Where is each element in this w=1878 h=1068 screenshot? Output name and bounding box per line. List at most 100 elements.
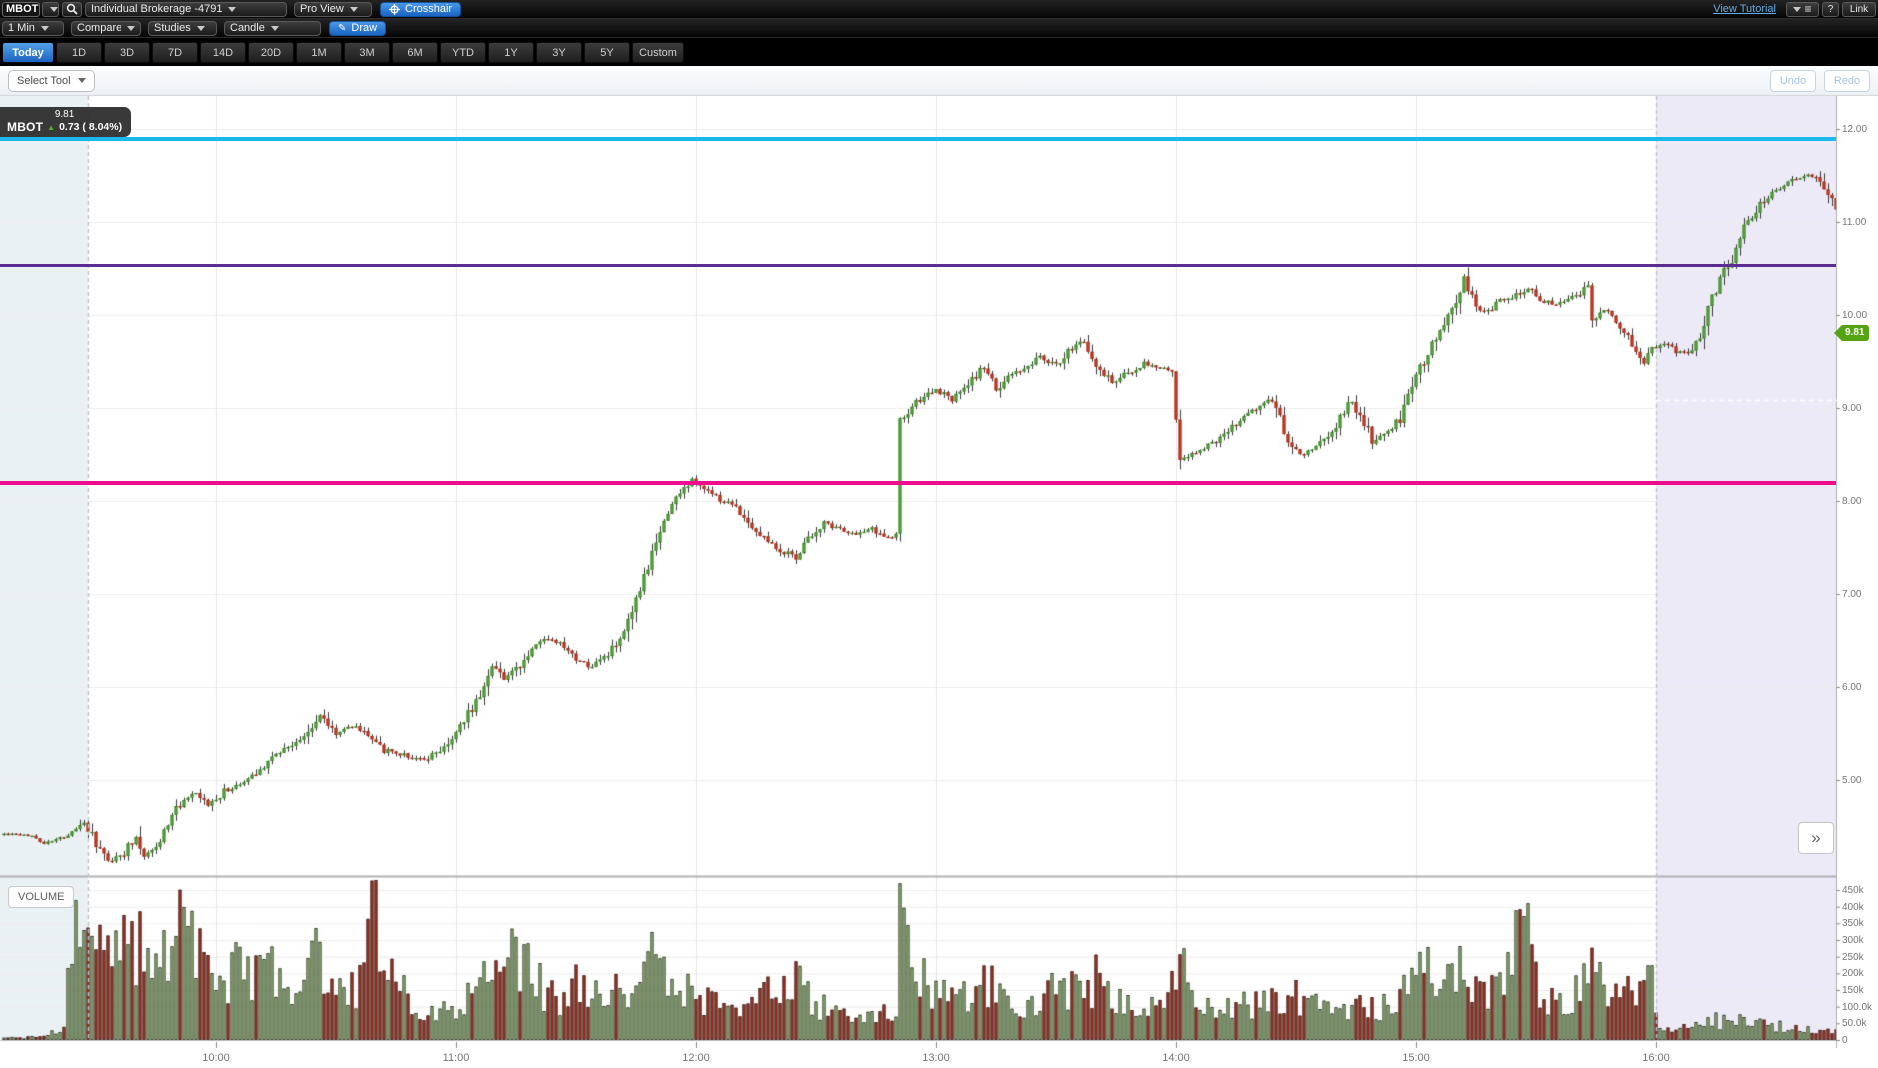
view-tutorial-link[interactable]: View Tutorial <box>1713 3 1776 15</box>
chevron-down-icon <box>228 6 237 12</box>
chart-toolbar: 1 Min Compare Studies Candle ✎ Draw <box>0 19 1878 38</box>
chart-type-dropdown[interactable]: Candle <box>224 20 321 36</box>
volume-axis-label: 300k <box>1842 935 1864 946</box>
undo-button[interactable]: Undo <box>1770 69 1816 92</box>
range-tab-20d[interactable]: 20D <box>248 42 294 63</box>
range-tab-14d[interactable]: 14D <box>200 42 246 63</box>
account-dropdown-value: Individual Brokerage -4791 <box>91 3 223 15</box>
time-axis-label: 13:00 <box>922 1052 950 1064</box>
volume-axis-label: 0 <box>1842 1035 1848 1046</box>
volume-axis-label: 50.0k <box>1842 1018 1867 1030</box>
interval-value: 1 Min <box>8 22 35 34</box>
crosshair-icon <box>389 3 400 15</box>
range-tab-3y[interactable]: 3Y <box>536 42 582 63</box>
search-button[interactable] <box>62 1 82 17</box>
crosshair-button[interactable]: Crosshair <box>380 1 462 17</box>
time-axis-label: 12:00 <box>682 1052 710 1064</box>
time-axis-label: 11:00 <box>442 1052 470 1064</box>
drawn-line-cyan[interactable] <box>0 137 1836 142</box>
compare-label: Compare <box>77 22 121 34</box>
chevron-down-icon <box>196 25 205 31</box>
crosshair-button-label: Crosshair <box>405 3 453 15</box>
chevron-down-icon <box>50 6 58 12</box>
help-button-label: ? <box>1827 3 1834 15</box>
quote-change-pct: ( 8.04%) <box>82 121 123 133</box>
quote-symbol: MBOT <box>7 120 44 134</box>
quote-change: 0.73 <box>59 121 80 133</box>
price-axis-label: 7.00 <box>1842 589 1862 600</box>
volume-axis-label: 450k <box>1842 885 1864 896</box>
redo-button[interactable]: Redo <box>1824 69 1870 92</box>
quote-last-price: 9.81 <box>54 109 75 120</box>
account-dropdown[interactable]: Individual Brokerage -4791 <box>85 1 287 17</box>
range-tab-today[interactable]: Today <box>2 42 54 63</box>
studies-label: Studies <box>154 22 191 34</box>
select-tool-label: Select Tool <box>17 74 71 87</box>
range-tab-7d[interactable]: 7D <box>152 42 198 63</box>
range-tab-3d[interactable]: 3D <box>104 42 150 63</box>
range-tab-6m[interactable]: 6M <box>392 42 438 63</box>
chart-area: 9.81 MBOT ▲ 0.73 ( 8.04%) 9.81 VOLUME » … <box>0 96 1878 1068</box>
symbol-input-value: MBOT <box>6 3 39 15</box>
volume-axis-label: 350k <box>1842 918 1864 930</box>
volume-axis-label: 200k <box>1842 968 1864 980</box>
undo-label: Undo <box>1779 74 1807 87</box>
draw-button[interactable]: ✎ Draw <box>329 20 387 36</box>
price-chart-canvas[interactable] <box>0 96 1878 1068</box>
hamburger-icon: ≡ <box>1804 1 1812 16</box>
view-mode-value: Pro View <box>300 3 344 15</box>
menu-button[interactable]: ≡ <box>1786 1 1819 17</box>
range-tab-1d[interactable]: 1D <box>56 42 102 63</box>
chevron-down-icon <box>40 25 49 31</box>
range-tab-1m[interactable]: 1M <box>296 42 342 63</box>
price-axis-label: 5.00 <box>1842 775 1862 786</box>
expand-panel-button[interactable]: » <box>1798 822 1834 854</box>
chevron-down-icon <box>270 25 279 31</box>
link-button-label: Link <box>1849 3 1869 15</box>
symbol-dropdown-button[interactable] <box>42 1 59 17</box>
chevron-down-icon <box>349 6 358 12</box>
redo-label: Redo <box>1833 74 1861 87</box>
search-icon <box>66 3 78 15</box>
up-arrow-icon: ▲ <box>47 122 56 132</box>
draw-button-label: Draw <box>351 22 378 34</box>
range-tab-5y[interactable]: 5Y <box>584 42 630 63</box>
price-axis-label: 6.00 <box>1842 682 1862 693</box>
volume-axis-label: 250k <box>1842 951 1864 963</box>
volume-panel-label[interactable]: VOLUME <box>8 886 75 908</box>
price-axis-label: 11.00 <box>1842 217 1867 228</box>
studies-dropdown[interactable]: Studies <box>148 20 217 36</box>
interval-dropdown[interactable]: 1 Min <box>2 20 64 36</box>
time-axis-label: 15:00 <box>1402 1052 1430 1064</box>
volume-axis-label: 100.0k <box>1842 1001 1873 1013</box>
help-button[interactable]: ? <box>1822 1 1839 17</box>
chevron-down-icon <box>77 78 86 83</box>
price-axis-label: 10.00 <box>1842 310 1868 321</box>
range-tab-1y[interactable]: 1Y <box>488 42 534 63</box>
last-price-badge: 9.81 <box>1833 324 1870 341</box>
price-axis-label: 8.00 <box>1842 496 1862 507</box>
price-axis-label: 9.00 <box>1842 403 1862 414</box>
range-tab-ytd[interactable]: YTD <box>440 42 486 63</box>
drawing-subtoolbar: Select Tool Undo Redo <box>0 66 1878 96</box>
pencil-icon: ✎ <box>338 22 347 34</box>
volume-label-text: VOLUME <box>18 891 65 903</box>
main-toolbar: MBOT Individual Brokerage -4791 Pro View… <box>0 0 1878 19</box>
chevron-down-icon <box>127 25 135 31</box>
volume-axis-label: 400k <box>1842 901 1864 913</box>
link-button[interactable]: Link <box>1842 1 1876 17</box>
price-axis-label: 12.00 <box>1842 124 1868 135</box>
range-tab-custom[interactable]: Custom <box>632 42 684 63</box>
chevron-down-icon <box>1793 6 1802 12</box>
double-chevron-right-icon: » <box>1811 828 1821 847</box>
time-axis-label: 10:00 <box>202 1052 230 1064</box>
time-axis-label: 16:00 <box>1642 1052 1670 1064</box>
chart-type-value: Candle <box>230 22 265 34</box>
range-tab-3m[interactable]: 3M <box>344 42 390 63</box>
drawn-line-magenta[interactable] <box>0 481 1836 486</box>
symbol-input[interactable]: MBOT <box>2 1 40 17</box>
select-tool-dropdown[interactable]: Select Tool <box>8 69 95 92</box>
view-mode-dropdown[interactable]: Pro View <box>294 1 372 17</box>
compare-dropdown[interactable]: Compare <box>71 20 141 36</box>
drawn-line-purple[interactable] <box>0 264 1836 268</box>
